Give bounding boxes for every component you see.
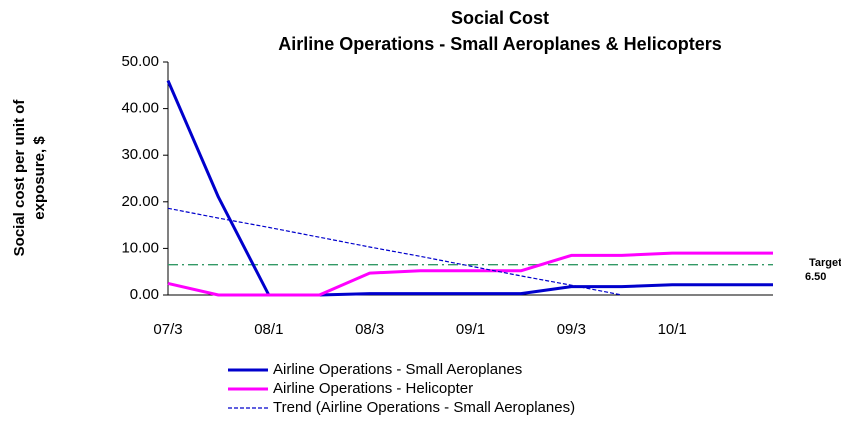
series-line — [167, 207, 622, 296]
x-tick-label: 10/1 — [658, 321, 687, 338]
target-value-label: 6.50 — [805, 271, 826, 283]
legend-label: Airline Operations - Helicopter — [273, 380, 473, 397]
x-tick-label: 09/3 — [557, 321, 586, 338]
legend-label: Trend (Airline Operations - Small Aeropl… — [273, 399, 575, 416]
y-tick-label: 20.00 — [121, 193, 159, 210]
chart-title: Social Cost — [451, 8, 549, 28]
series-line — [167, 251, 773, 297]
series-line — [166, 80, 773, 297]
legend-label: Airline Operations - Small Aeroplanes — [273, 361, 522, 378]
y-tick-label: 0.00 — [130, 286, 159, 303]
x-tick-label: 07/3 — [153, 321, 182, 338]
y-tick-label: 30.00 — [121, 146, 159, 163]
target-label: Target — [809, 257, 841, 269]
chart-title: Airline Operations - Small Aeroplanes & … — [278, 34, 721, 54]
y-axis-label: Social cost per unit of — [11, 99, 28, 257]
y-axis-label: exposure, $ — [31, 136, 48, 220]
y-tick-label: 10.00 — [121, 239, 159, 256]
x-tick-label: 08/3 — [355, 321, 384, 338]
y-tick-label: 40.00 — [121, 100, 159, 117]
y-tick-label: 50.00 — [121, 53, 159, 70]
x-tick-label: 09/1 — [456, 321, 485, 338]
x-tick-label: 08/1 — [254, 321, 283, 338]
